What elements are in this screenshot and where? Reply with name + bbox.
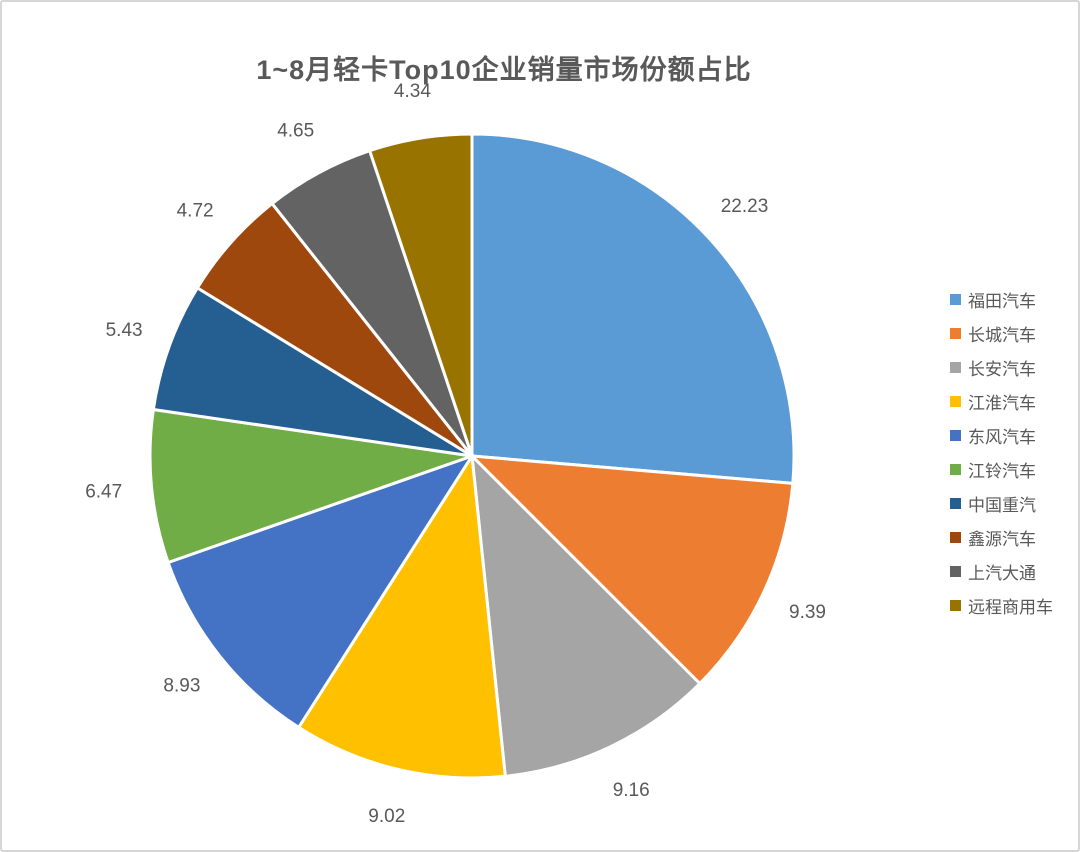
pie-slice-2 xyxy=(470,454,795,686)
legend-label: 中国重汽 xyxy=(968,496,1036,515)
data-label-9: 4.65 xyxy=(277,121,314,142)
legend-item-1: 福田汽车 xyxy=(950,291,1053,311)
data-label-8: 4.72 xyxy=(177,201,214,222)
legend-swatch-icon xyxy=(950,328,961,339)
chart-legend: 福田汽车长城汽车长安汽车江淮汽车东风汽车江铃汽车中国重汽鑫源汽车上汽大通远程商用… xyxy=(950,291,1053,617)
legend-swatch-icon xyxy=(950,430,961,441)
legend-swatch-icon xyxy=(950,498,961,509)
legend-label: 江淮汽车 xyxy=(968,394,1036,413)
legend-swatch-icon xyxy=(950,532,961,543)
data-label-4: 9.02 xyxy=(368,806,405,827)
legend-label: 江铃汽车 xyxy=(968,462,1036,481)
pie-slice-5 xyxy=(166,454,474,729)
legend-item-8: 鑫源汽车 xyxy=(950,529,1053,549)
data-label-10: 4.34 xyxy=(394,81,431,102)
pie-slice-7 xyxy=(151,286,474,458)
data-label-3: 9.16 xyxy=(613,780,650,801)
legend-swatch-icon xyxy=(950,294,961,305)
chart-title: 1~8月轻卡Top10企业销量市场份额占比 xyxy=(256,55,752,85)
data-label-6: 6.47 xyxy=(85,482,122,503)
legend-swatch-icon xyxy=(950,600,961,611)
pie-slice-10 xyxy=(368,132,474,458)
legend-item-5: 东风汽车 xyxy=(950,427,1053,447)
legend-swatch-icon xyxy=(950,362,961,373)
legend-item-2: 长城汽车 xyxy=(950,325,1053,345)
data-label-1: 22.23 xyxy=(721,196,769,217)
legend-label: 上汽大通 xyxy=(968,564,1036,583)
legend-item-4: 江淮汽车 xyxy=(950,393,1053,413)
legend-label: 鑫源汽车 xyxy=(968,530,1036,549)
pie-slice-3 xyxy=(470,454,702,778)
legend-label: 长安汽车 xyxy=(968,360,1036,379)
data-label-2: 9.39 xyxy=(789,602,826,623)
legend-item-10: 远程商用车 xyxy=(950,597,1053,617)
pie-slice-4 xyxy=(297,454,507,780)
legend-item-7: 中国重汽 xyxy=(950,495,1053,515)
legend-label: 远程商用车 xyxy=(968,598,1053,617)
pie-slice-6 xyxy=(148,408,474,564)
legend-item-3: 长安汽车 xyxy=(950,359,1053,379)
legend-label: 东风汽车 xyxy=(968,428,1036,447)
legend-label: 福田汽车 xyxy=(968,292,1036,311)
legend-swatch-icon xyxy=(950,396,961,407)
legend-item-6: 江铃汽车 xyxy=(950,461,1053,481)
legend-swatch-icon xyxy=(950,566,961,577)
legend-item-9: 上汽大通 xyxy=(950,563,1053,583)
pie-slice-1 xyxy=(470,132,796,485)
data-label-5: 8.93 xyxy=(163,676,200,697)
legend-label: 长城汽车 xyxy=(968,326,1036,345)
data-label-7: 5.43 xyxy=(106,320,143,341)
legend-swatch-icon xyxy=(950,464,961,475)
